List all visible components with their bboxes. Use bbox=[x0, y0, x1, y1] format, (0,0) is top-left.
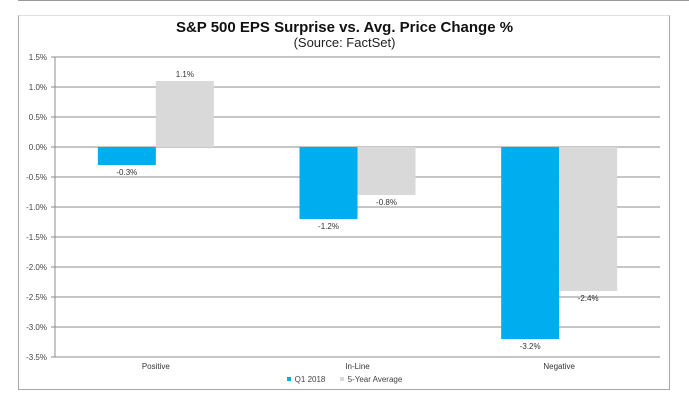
legend-item-q1-2018: Q1 2018 bbox=[286, 374, 326, 384]
data-label: -3.2% bbox=[520, 342, 541, 351]
bar-5-year-average-in-line bbox=[357, 147, 416, 195]
y-tick-label: -3.5% bbox=[26, 353, 47, 362]
legend: Q1 2018 5-Year Average bbox=[0, 374, 689, 384]
legend-item-5-year-average: 5-Year Average bbox=[339, 374, 403, 384]
top-border bbox=[18, 0, 689, 1]
y-tick-label: -2.0% bbox=[26, 263, 47, 272]
bar-q1-2018-positive bbox=[97, 147, 156, 165]
bar-q1-2018-in-line bbox=[299, 147, 358, 219]
data-label: -0.3% bbox=[116, 168, 137, 177]
y-tick-label: -1.0% bbox=[26, 203, 47, 212]
chart-title: S&P 500 EPS Surprise vs. Avg. Price Chan… bbox=[175, 19, 514, 36]
x-category-label: In-Line bbox=[345, 362, 370, 371]
chart-frame bbox=[18, 15, 670, 390]
y-tick-label: 1.0% bbox=[29, 83, 47, 92]
legend-swatch-5-year-average bbox=[339, 377, 344, 381]
chart-subtitle: (Source: FactSet) bbox=[293, 35, 396, 50]
y-tick-label: -2.5% bbox=[26, 293, 47, 302]
x-category-label: Positive bbox=[142, 362, 171, 371]
legend-label: 5-Year Average bbox=[347, 374, 403, 384]
bar-q1-2018-negative bbox=[501, 147, 560, 339]
data-label: 1.1% bbox=[176, 70, 194, 79]
legend-label: Q1 2018 bbox=[294, 374, 326, 384]
y-tick-label: 1.5% bbox=[29, 53, 47, 62]
bar-5-year-average-positive bbox=[155, 81, 214, 147]
data-label: -2.4% bbox=[578, 294, 599, 303]
y-tick-label: -0.5% bbox=[26, 173, 47, 182]
bar-5-year-average-negative bbox=[559, 147, 618, 291]
data-label: -1.2% bbox=[318, 222, 339, 231]
y-tick-label: 0.0% bbox=[29, 143, 47, 152]
data-label: -0.8% bbox=[376, 198, 397, 207]
legend-swatch-q1-2018 bbox=[286, 377, 291, 381]
y-tick-label: -1.5% bbox=[26, 233, 47, 242]
y-tick-label: -3.0% bbox=[26, 323, 47, 332]
x-category-label: Negative bbox=[543, 362, 575, 371]
y-tick-label: 0.5% bbox=[29, 113, 47, 122]
